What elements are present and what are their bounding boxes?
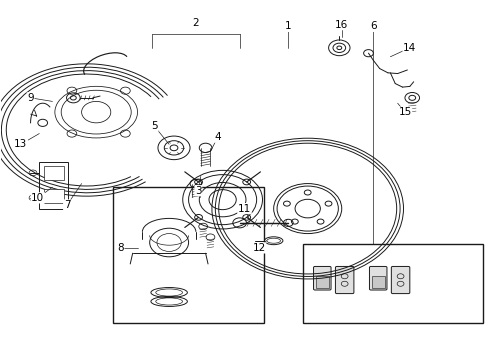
FancyBboxPatch shape	[369, 266, 386, 290]
Bar	[44, 166, 63, 180]
Text: 11: 11	[237, 203, 251, 213]
Text: 10: 10	[31, 193, 44, 203]
Text: 12: 12	[252, 243, 265, 253]
FancyBboxPatch shape	[335, 266, 353, 294]
Text: 16: 16	[334, 19, 347, 30]
Bar	[302, 244, 482, 323]
Bar	[113, 187, 264, 323]
Text: 7: 7	[63, 200, 70, 210]
Text: 13: 13	[14, 139, 27, 149]
Text: 2: 2	[192, 18, 199, 28]
Text: 15: 15	[398, 107, 411, 117]
Bar	[39, 162, 68, 208]
Text: 14: 14	[403, 43, 416, 53]
Text: 3: 3	[195, 186, 201, 196]
Text: 5: 5	[151, 121, 158, 131]
Bar	[315, 276, 328, 288]
Text: 6: 6	[369, 21, 376, 31]
Text: 4: 4	[214, 132, 221, 142]
FancyBboxPatch shape	[390, 266, 409, 294]
FancyBboxPatch shape	[313, 266, 330, 290]
Bar	[44, 189, 63, 203]
Text: 8: 8	[117, 243, 123, 253]
Bar	[371, 276, 384, 288]
Text: 9: 9	[27, 93, 34, 103]
Text: 1: 1	[285, 21, 291, 31]
